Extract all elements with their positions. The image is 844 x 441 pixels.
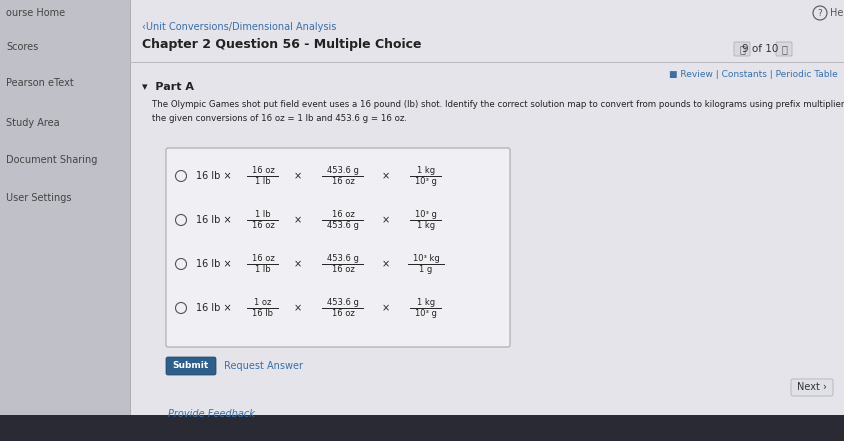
Text: 1 lb: 1 lb [255,265,270,274]
Text: Pearson eText: Pearson eText [6,78,73,88]
Text: Submit: Submit [173,362,208,370]
Text: 1 oz: 1 oz [254,298,272,307]
Text: 1 g: 1 g [419,265,432,274]
Text: 16 oz: 16 oz [252,166,274,175]
Text: 453.6 g: 453.6 g [327,254,359,263]
Text: 10³ g: 10³ g [414,177,436,186]
Text: 16 lb ×: 16 lb × [196,303,231,313]
Text: 1 lb: 1 lb [255,177,270,186]
Text: 〈: 〈 [738,44,744,54]
Text: ‹Unit Conversions/Dimensional Analysis: ‹Unit Conversions/Dimensional Analysis [142,22,336,32]
Text: ▾  Part A: ▾ Part A [142,82,194,92]
Text: 16 lb ×: 16 lb × [196,259,231,269]
FancyBboxPatch shape [130,0,844,441]
Text: Next ›: Next › [796,382,826,392]
Text: 1 kg: 1 kg [416,298,435,307]
Text: ×: × [381,303,390,313]
Text: ■ Review | Constants | Periodic Table: ■ Review | Constants | Periodic Table [668,70,837,79]
Text: 16 lb: 16 lb [252,309,273,318]
FancyBboxPatch shape [165,357,216,375]
Text: Provide Feedback: Provide Feedback [168,409,255,419]
Text: 453.6 g: 453.6 g [327,298,359,307]
Text: ?: ? [817,8,821,18]
Text: ×: × [381,171,390,181]
Text: ×: × [381,259,390,269]
Text: Request Answer: Request Answer [224,361,303,371]
Text: 10³ g: 10³ g [414,309,436,318]
Text: ×: × [294,259,301,269]
Text: 1 kg: 1 kg [416,221,435,230]
Text: ×: × [381,215,390,225]
Text: 16 lb ×: 16 lb × [196,215,231,225]
FancyBboxPatch shape [790,379,832,396]
Text: 10³ kg: 10³ kg [412,254,439,263]
Text: 16 oz: 16 oz [331,265,354,274]
Text: Chapter 2 Question 56 - Multiple Choice: Chapter 2 Question 56 - Multiple Choice [142,38,421,51]
Text: Help: Help [829,8,844,18]
Text: Scores: Scores [6,42,38,52]
Text: 10³ g: 10³ g [414,210,436,219]
FancyBboxPatch shape [0,0,130,441]
Text: ourse Home: ourse Home [6,8,65,18]
Text: 16 oz: 16 oz [252,221,274,230]
Text: 453.6 g: 453.6 g [327,221,359,230]
Text: 1 kg: 1 kg [416,166,435,175]
FancyBboxPatch shape [165,148,510,347]
Text: 453.6 g: 453.6 g [327,166,359,175]
Text: Document Sharing: Document Sharing [6,155,97,165]
Text: User Settings: User Settings [6,193,72,203]
Text: 16 lb ×: 16 lb × [196,171,231,181]
Text: 16 oz: 16 oz [331,210,354,219]
FancyBboxPatch shape [0,415,844,441]
Text: the given conversions of 16 oz = 1 lb and 453.6 g = 16 oz.: the given conversions of 16 oz = 1 lb an… [152,114,407,123]
Text: ×: × [294,171,301,181]
Text: 16 oz: 16 oz [331,177,354,186]
Text: 1 lb: 1 lb [255,210,270,219]
Text: ×: × [294,303,301,313]
FancyBboxPatch shape [733,42,749,56]
Text: 〉: 〉 [780,44,786,54]
Text: The Olympic Games shot put field event uses a 16 pound (lb) shot. Identify the c: The Olympic Games shot put field event u… [152,100,844,109]
Text: 9 of 10: 9 of 10 [741,44,777,54]
Text: ×: × [294,215,301,225]
Text: Study Area: Study Area [6,118,60,128]
FancyBboxPatch shape [775,42,791,56]
Text: 16 oz: 16 oz [252,254,274,263]
Text: 16 oz: 16 oz [331,309,354,318]
